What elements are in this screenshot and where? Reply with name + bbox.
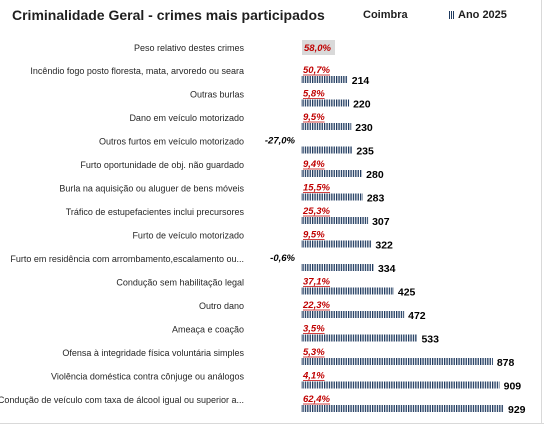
variation-label: 3,5% [303, 324, 325, 335]
bar [301, 146, 353, 154]
category-label: Burla na aquisição ou aluguer de bens mó… [59, 184, 244, 194]
value-label: 230 [355, 122, 373, 134]
chart-frame-right [541, 0, 542, 424]
bar [301, 311, 405, 318]
variation-label: -27,0% [265, 136, 296, 147]
value-label: 307 [372, 216, 390, 228]
bar [301, 123, 352, 130]
category-label: Condução sem habilitação legal [116, 278, 244, 288]
variation-label: 9,5% [303, 230, 325, 241]
variation-label: 37,1% [303, 277, 330, 288]
value-label: 425 [398, 287, 416, 299]
bar [301, 264, 374, 271]
category-label: Outro dano [199, 301, 244, 311]
category-label: Tráfico de estupefacientes inclui precur… [66, 207, 245, 217]
variation-label: 5,3% [303, 347, 325, 358]
category-label: Ofensa à integridade física voluntária s… [62, 348, 244, 358]
chart-title: Criminalidade Geral - crimes mais partic… [12, 7, 325, 23]
bar [301, 334, 418, 342]
value-label: 322 [375, 240, 393, 252]
bar [301, 76, 348, 83]
legend-region: Coimbra [363, 9, 408, 21]
category-label: Furto em residência com arrombamento,esc… [10, 254, 244, 264]
bar [301, 217, 369, 224]
variation-label: 5,8% [303, 89, 325, 100]
variation-label: 9,5% [303, 112, 325, 123]
category-label: Furto oportunidade de obj. não guardado [80, 160, 244, 170]
category-label: Condução de veículo com taxa de álcool i… [0, 395, 244, 405]
category-label: Incêndio fogo posto floresta, mata, arvo… [30, 66, 244, 76]
bar [301, 99, 350, 107]
bar [301, 240, 372, 248]
category-label: Outras burlas [190, 90, 245, 100]
variation-label: 25,3% [302, 206, 330, 217]
legend-series: Ano 2025 [458, 9, 507, 21]
header-row-box [302, 40, 335, 55]
bar [301, 405, 504, 412]
category-label: Dano em veículo motorizado [129, 113, 244, 123]
variation-label: 4,1% [302, 371, 325, 382]
variation-label: 22,3% [302, 300, 330, 311]
value-label: 220 [353, 99, 371, 111]
value-label: 929 [508, 404, 526, 416]
header-row-pct: 58,0% [304, 43, 331, 54]
variation-label: 15,5% [303, 183, 330, 194]
category-label: Ameaça e coação [172, 325, 244, 335]
category-label: Outros furtos em veículo motorizado [99, 137, 244, 147]
variation-label: 9,4% [303, 159, 325, 170]
variation-label: -0,6% [270, 253, 295, 264]
bar [301, 170, 363, 177]
legend-swatch [449, 11, 455, 19]
value-label: 280 [366, 169, 384, 181]
variation-label: 62,4% [303, 394, 330, 405]
category-label: Furto de veículo motorizado [132, 231, 244, 241]
category-label: Violência doméstica contra cônjuge ou an… [51, 372, 244, 382]
bar [301, 381, 500, 389]
value-label: 533 [421, 334, 439, 346]
bar [301, 287, 394, 295]
header-row-label: Peso relativo destes crimes [134, 43, 245, 53]
bar [301, 193, 363, 201]
value-label: 909 [504, 381, 522, 393]
value-label: 334 [378, 263, 396, 275]
value-label: 235 [356, 146, 374, 158]
value-label: 283 [367, 193, 385, 205]
value-label: 472 [408, 310, 426, 322]
value-label: 214 [352, 75, 370, 87]
bar [301, 358, 493, 365]
value-label: 878 [497, 357, 515, 369]
variation-label: 50,7% [303, 65, 330, 76]
